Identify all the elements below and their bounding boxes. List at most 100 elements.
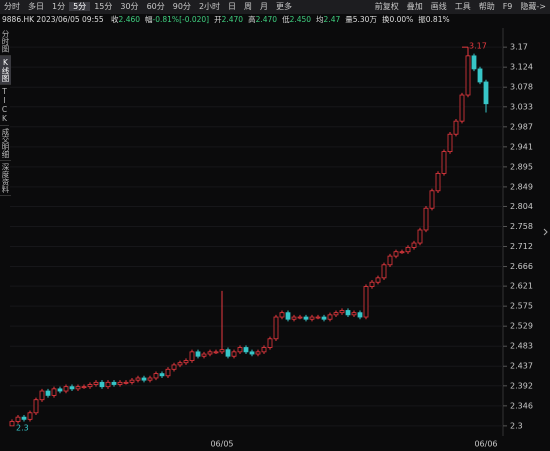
side-tab[interactable]: TICK: [0, 85, 9, 126]
candle-body: [459, 94, 465, 122]
tool-button[interactable]: 前复权: [374, 2, 399, 11]
candle-body: [453, 120, 459, 135]
candle-body: [177, 362, 183, 366]
candle-body: [189, 351, 195, 361]
field-label: 收: [111, 15, 119, 24]
candle-body: [69, 386, 75, 390]
candle-body: [99, 381, 105, 388]
candle-body: [261, 347, 267, 353]
field-label: 均: [316, 15, 324, 24]
period-tab[interactable]: 分时: [4, 2, 20, 11]
y-tick-label: 2.621: [510, 282, 533, 291]
y-tick-label: 2.437: [510, 362, 533, 371]
y-tick-label: 2.529: [510, 322, 533, 331]
candle-body: [51, 388, 57, 396]
field-value: 2.470: [221, 15, 244, 24]
field-value: 5.30万: [352, 15, 377, 24]
expand-arrow[interactable]: [543, 228, 548, 236]
period-tab[interactable]: 月: [260, 2, 269, 11]
field-value: 2.460: [118, 15, 141, 24]
candle-body: [63, 386, 69, 392]
period-tab[interactable]: 多日: [28, 2, 44, 11]
candle-body: [441, 151, 447, 174]
y-tick-label: 2.712: [510, 242, 533, 251]
tool-button[interactable]: 叠加: [406, 2, 423, 11]
tool-menu: 前复权 叠加 画线 工具 帮助 F9 隐藏->: [371, 0, 550, 14]
field-label: 振: [418, 15, 426, 24]
field-label: 高: [248, 15, 256, 24]
period-tab[interactable]: 60分: [146, 2, 165, 11]
period-tab[interactable]: 周: [244, 2, 253, 11]
field-value: 0.81%: [425, 15, 450, 24]
candle-body: [315, 316, 321, 319]
tool-button[interactable]: F9: [502, 2, 513, 11]
candle-body: [27, 412, 33, 420]
candle-body: [369, 281, 375, 287]
field-value: 0.00%: [389, 15, 414, 24]
candle-body: [15, 416, 21, 422]
y-tick-label: 3.033: [510, 102, 533, 111]
side-tab[interactable]: 分时图: [0, 28, 11, 56]
candle-body: [159, 373, 165, 377]
candle-body: [477, 68, 483, 83]
candle-body: [297, 316, 303, 319]
period-tab[interactable]: 15分: [94, 2, 113, 11]
candle-body: [483, 81, 489, 105]
side-tab[interactable]: 成交明细: [0, 126, 11, 161]
candle-body: [45, 390, 51, 396]
side-tab[interactable]: K线图: [0, 55, 11, 85]
candle-body: [81, 386, 87, 389]
tool-button[interactable]: 隐藏->: [520, 2, 546, 11]
y-tick-label: 2.666: [510, 262, 533, 271]
candle-body: [399, 251, 405, 254]
period-tab[interactable]: 2小时: [198, 2, 221, 11]
y-tick-label: 3.124: [510, 63, 533, 72]
candle-body: [429, 190, 435, 209]
field-value: 2.470: [255, 15, 278, 24]
symbol: 9886.HK: [2, 15, 35, 24]
candle-body: [273, 316, 279, 340]
candle-body: [381, 264, 387, 279]
period-tab[interactable]: 90分: [172, 2, 191, 11]
candle-body: [279, 312, 285, 318]
candle-body: [345, 310, 351, 316]
candle-body: [183, 360, 189, 364]
side-tab[interactable]: 深度资料: [0, 161, 11, 196]
candle-body: [165, 368, 171, 377]
candle-body: [405, 246, 411, 253]
period-tab[interactable]: 更多: [276, 2, 293, 11]
candle-body: [375, 277, 381, 283]
candle-body: [285, 312, 291, 320]
candle-body: [435, 172, 441, 192]
period-tab[interactable]: 1分: [52, 2, 66, 11]
candle-body: [411, 242, 417, 248]
period-tab[interactable]: 5分: [69, 2, 91, 11]
x-tick-label: 06/05: [210, 440, 233, 449]
candle-body: [351, 312, 357, 316]
candle-body: [357, 312, 363, 318]
candle-body: [93, 381, 99, 385]
candle-body: [423, 207, 429, 231]
candle-body: [21, 416, 27, 420]
candle-body: [309, 316, 315, 320]
candle-body: [195, 351, 201, 357]
tool-button[interactable]: 帮助: [478, 2, 495, 11]
candle-body: [201, 353, 207, 357]
candle-body: [33, 399, 39, 414]
field-value: 2.47: [323, 15, 341, 24]
field-value: -0.81%[-0.020]: [152, 15, 210, 24]
period-tab[interactable]: 日: [228, 2, 237, 11]
candle-body: [363, 286, 369, 318]
candle-body: [207, 351, 213, 355]
period-tabs: 分时 多日 1分 5分 15分 30分 60分 90分 2小时日周月更多: [0, 0, 296, 14]
candle-body: [219, 349, 225, 353]
candle-body: [153, 373, 159, 379]
field-label: 幅: [145, 15, 153, 24]
tool-button[interactable]: 工具: [454, 2, 471, 11]
tool-button[interactable]: 画线: [430, 2, 447, 11]
y-tick-label: 2.3: [510, 421, 523, 430]
period-tab[interactable]: 30分: [120, 2, 139, 11]
candle-body: [123, 381, 129, 384]
